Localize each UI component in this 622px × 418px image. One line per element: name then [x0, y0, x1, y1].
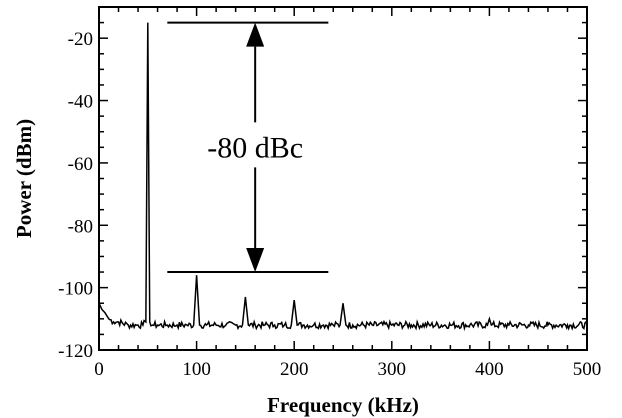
- y-tick-label: -20: [68, 29, 93, 50]
- y-tick-label: -120: [58, 341, 93, 362]
- x-tick-label: 100: [182, 359, 211, 380]
- y-tick-label: -40: [68, 92, 93, 113]
- y-tick-label: -60: [68, 154, 93, 175]
- arrow-head-down: [246, 248, 265, 273]
- spectrum-trace: [98, 22, 588, 332]
- y-axis-title: Power (dBm): [12, 119, 36, 238]
- tick-labels-layer: 0 100 200 300 400 500 -20 -40 -60 -80 -100 -120: [58, 29, 601, 380]
- ticks-layer: [98, 6, 588, 351]
- plot-frame: [98, 6, 588, 351]
- dbc-annotation-label: -80 dBc: [207, 131, 303, 164]
- x-tick-label: 400: [475, 359, 504, 380]
- x-tick-label: 300: [378, 359, 407, 380]
- x-tick-label: 500: [573, 359, 602, 380]
- x-tick-label: 0: [94, 359, 104, 380]
- x-axis-title: Frequency (kHz): [267, 393, 419, 417]
- x-tick-label: 200: [280, 359, 309, 380]
- y-tick-label: -100: [58, 279, 93, 300]
- annotation-layer: -80 dBc: [167, 21, 329, 274]
- arrow-head-up: [246, 22, 265, 47]
- y-tick-label: -80: [68, 216, 93, 237]
